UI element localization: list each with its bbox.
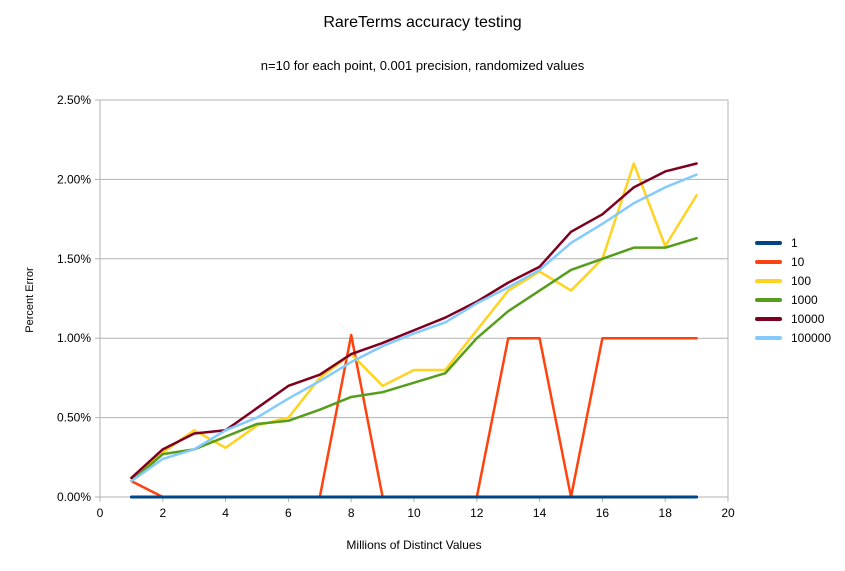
y-tick-label: 1.50% xyxy=(57,252,91,266)
series-line-100000 xyxy=(130,173,698,483)
chart-subtitle: n=10 for each point, 0.001 precision, ra… xyxy=(260,58,585,73)
legend-swatch-1 xyxy=(755,240,782,245)
series-line-1000 xyxy=(130,236,698,483)
x-axis-title: Millions of Distinct Values xyxy=(346,538,482,552)
x-tick-label: 20 xyxy=(721,506,735,520)
x-tick-label: 6 xyxy=(285,506,292,520)
x-tick-label: 18 xyxy=(659,506,673,520)
chart-title: RareTerms accuracy testing xyxy=(323,14,522,31)
y-tick-label: 0.50% xyxy=(57,411,91,425)
y-tick-label: 2.50% xyxy=(57,93,91,107)
legend-swatch-10 xyxy=(755,259,782,264)
legend-label: 1000 xyxy=(791,292,818,307)
legend: 1 10 100 1000 10000 100000 xyxy=(755,233,831,347)
plot-border xyxy=(99,99,729,498)
x-tick-label: 4 xyxy=(222,506,229,520)
legend-swatch-100 xyxy=(755,278,782,283)
legend-label: 10000 xyxy=(791,311,825,326)
legend-item-1000: 1000 xyxy=(755,290,831,309)
x-tick-label: 10 xyxy=(407,506,421,520)
legend-swatch-1000 xyxy=(755,297,782,302)
y-tick-label: 2.00% xyxy=(57,172,91,186)
legend-label: 10 xyxy=(791,254,805,269)
legend-label: 100 xyxy=(791,273,812,288)
legend-swatch-10000 xyxy=(755,316,782,321)
legend-item-10000: 10000 xyxy=(755,309,831,328)
series-line-10000 xyxy=(130,162,698,480)
x-tick-label: 0 xyxy=(97,506,104,520)
y-tick-label: 1.00% xyxy=(57,331,91,345)
x-tick-label: 16 xyxy=(596,506,610,520)
legend-item-100000: 100000 xyxy=(755,328,831,347)
y-axis-title: Percent Error xyxy=(24,267,36,333)
x-tick-label: 8 xyxy=(348,506,355,520)
x-tick-label: 14 xyxy=(533,506,547,520)
legend-item-1: 1 xyxy=(755,233,831,252)
series-line-10 xyxy=(130,333,698,499)
y-tick-label: 0.00% xyxy=(57,490,91,504)
legend-swatch-100000 xyxy=(755,335,782,340)
legend-label: 1 xyxy=(791,235,798,250)
x-tick-label: 12 xyxy=(470,506,484,520)
x-tick-label: 2 xyxy=(159,506,166,520)
legend-item-100: 100 xyxy=(755,271,831,290)
legend-item-10: 10 xyxy=(755,252,831,271)
legend-label: 100000 xyxy=(791,330,832,345)
